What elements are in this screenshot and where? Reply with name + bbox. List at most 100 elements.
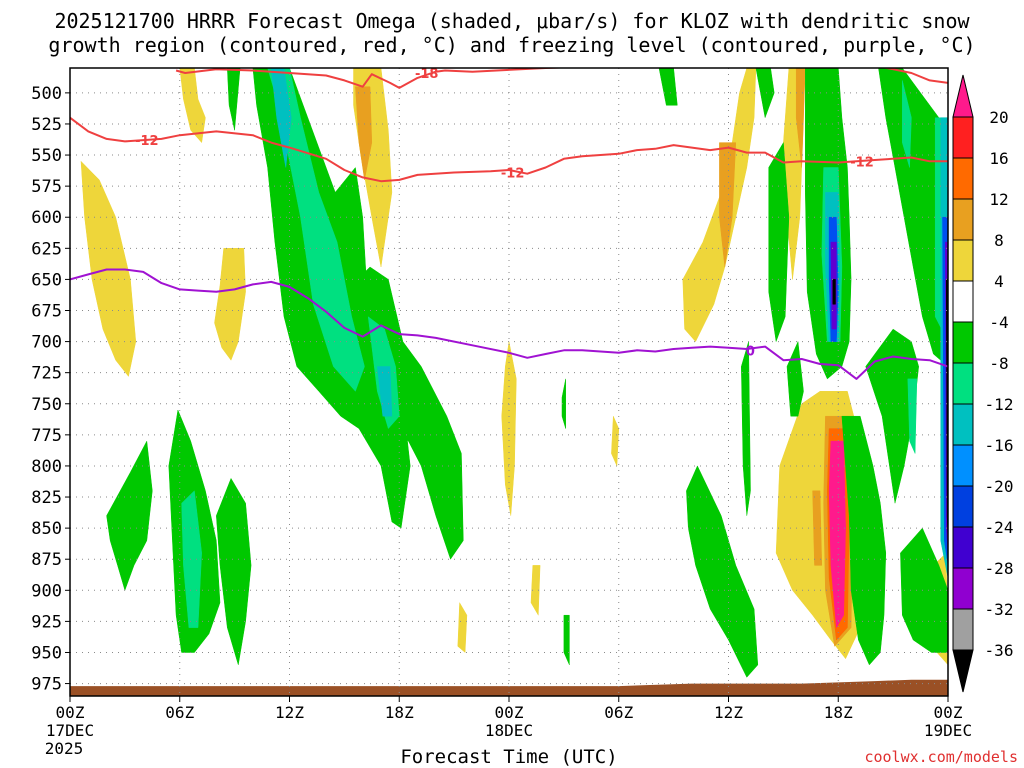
contour-label-1: -18 [722,57,746,72]
contour-label-4: -12 [850,155,874,170]
x-tick-label-3: 18Z [385,703,414,722]
x-tick-label-7: 18Z [824,703,853,722]
y-tick-label-14: 850 [31,519,62,539]
colorbar-swatch-11 [952,567,974,610]
omega-region-9-0 [832,279,836,305]
y-tick-label-3: 575 [31,177,62,197]
y-tick-label-10: 750 [31,395,62,415]
colorbar-swatch-8 [952,444,974,487]
omega-region-4-19 [900,527,948,653]
colorbar-swatch-7 [952,403,974,446]
credit-text: coolwx.com/models [864,748,1018,766]
colorbar-label-8: -16 [985,436,1014,455]
terrain-fill [70,679,948,696]
y-tick-label-18: 950 [31,643,62,663]
omega-region-1-3 [812,490,823,566]
omega-region-4-13 [768,141,790,342]
y-tick-label-6: 650 [31,270,62,290]
y-tick-label-12: 800 [31,457,62,477]
x-tick-label-2: 12Z [275,703,304,722]
omega-region-5-4 [902,80,912,168]
y-tick-label-1: 525 [31,115,62,135]
terrain-layer [70,679,948,696]
y-tick-label-7: 675 [31,301,62,321]
colorbar-label-12: -32 [985,600,1014,619]
colorbar-label-6: -8 [989,354,1008,373]
omega-region-4-9 [658,68,678,106]
y-tick-label-4: 600 [31,208,62,228]
omega-region-5-2 [181,490,202,628]
omega-region-4-7 [561,378,566,429]
omega-region-4-4 [106,440,153,592]
omega-region-1-0 [355,86,373,180]
colorbar-top-arrow [952,74,974,118]
colorbar-swatch-10 [952,526,974,569]
x-tick-label-0: 00Z [56,703,85,722]
y-axis-ticks: 500 525 550 575 600 625 650 675 700 725 750 775 800 8… [31,84,70,695]
y-tick-label-5: 625 [31,239,62,259]
y-tick-label-11: 775 [31,426,62,446]
y-tick-label-2: 550 [31,146,62,166]
colorbar-label-10: -24 [985,518,1014,537]
contour-line-1 [70,116,948,183]
colorbar-label-13: -36 [985,641,1014,660]
y-tick-label-0: 500 [31,84,62,104]
colorbar-label-4: 4 [994,272,1004,291]
colorbar-label-9: -20 [985,477,1014,496]
y-tick-label-8: 700 [31,333,62,353]
colorbar-label-3: 8 [994,231,1004,250]
omega-region-4-18 [878,68,948,367]
colorbar-swatch-4 [952,280,974,323]
x-axis-label: Forecast Time (UTC) [400,746,617,768]
colorbar-swatch-12 [952,608,974,651]
omega-region-4-8 [563,614,570,666]
omega-region-4-12 [755,68,775,119]
x-tick-label-6: 12Z [714,703,743,722]
y-tick-label-9: 725 [31,364,62,384]
omega-region-4-3 [334,166,367,293]
omega-region-4-0 [227,68,241,131]
contour-label-0: -18 [415,67,439,82]
colorbar-label-1: 16 [989,149,1008,168]
omega-region-0-2 [214,248,246,361]
x-tick-label-1: 06Z [165,703,194,722]
contour-lines: -18 -18 -12 -12 -12 0 [70,57,948,380]
y-tick-label-15: 875 [31,550,62,570]
colorbar-label-11: -28 [985,559,1014,578]
omega-region-5-6 [907,378,918,454]
x-tick-label-8: 00Z [934,703,963,722]
y-tick-label-13: 825 [31,488,62,508]
colorbar-swatch-1 [952,157,974,200]
colorbar-label-2: 12 [989,190,1008,209]
x-tick-label-4: 00Z [495,703,524,722]
x-tick-year-0: 2025 [45,739,84,758]
x-tick-date-4: 18DEC [485,721,533,740]
colorbar-swatch-3 [952,239,974,282]
omega-region-0-9 [611,416,620,467]
omega-region-4-6 [216,477,252,665]
y-tick-label-16: 900 [31,581,62,601]
x-tick-label-5: 06Z [604,703,633,722]
colorbar-swatch-0 [952,116,974,159]
colorbar-swatch-6 [952,362,974,405]
chart-title-line1: 2025121700 HRRR Forecast Omega (shaded, … [54,9,970,33]
omega-region-3-0 [828,440,846,629]
contour-label-5: 0 [746,344,755,359]
colorbar-label-0: 20 [989,108,1008,127]
colorbar-swatch-5 [952,321,974,364]
chart-title-line2: growth region (contoured, red, °C) and f… [48,33,975,57]
colorbar: 20 16 12 8 4 -4 -8 -12 -16 -20 -24 -28 -32 -36 [952,74,1014,693]
y-tick-label-17: 925 [31,612,62,632]
contour-label-2: -12 [135,134,159,149]
omega-region-0-0 [179,68,206,144]
y-tick-label-19: 975 [31,675,62,695]
contour-line-0 [175,68,948,89]
colorbar-label-5: -4 [989,313,1008,332]
x-tick-date-8: 19DEC [924,721,972,740]
shaded-regions [80,68,948,678]
contour-label-3: -12 [501,166,525,181]
colorbar-label-7: -12 [985,395,1014,414]
colorbar-swatch-2 [952,198,974,241]
